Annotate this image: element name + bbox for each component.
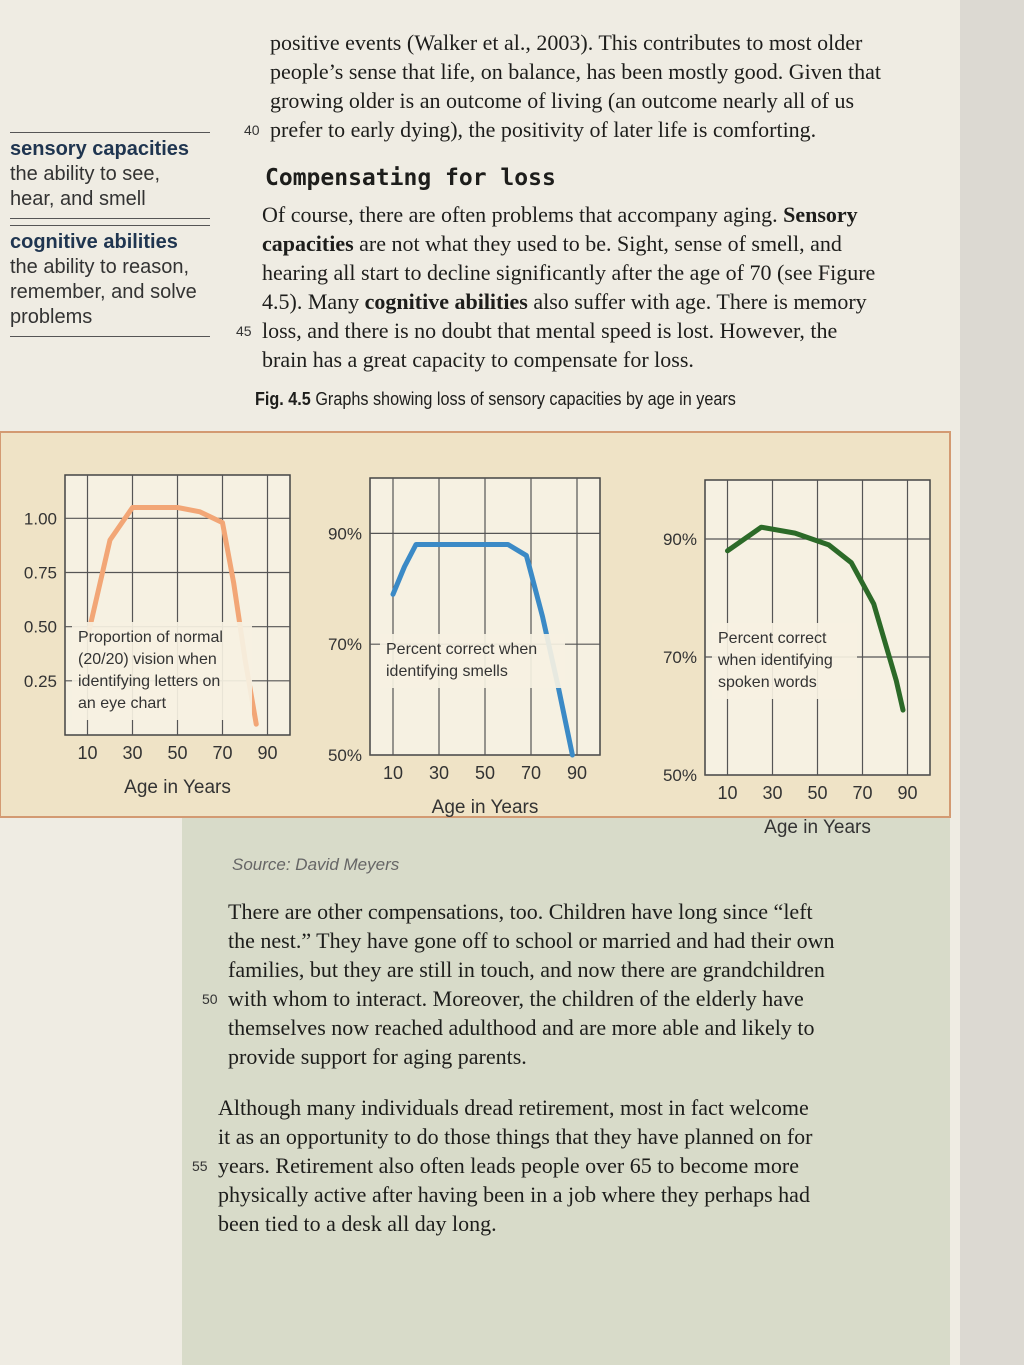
y-tick-label: 1.00 [24,509,57,528]
text-line: Although many individuals dread retireme… [218,1095,809,1120]
text-line: loss, and there is no doubt that mental … [262,318,838,343]
annotation: identifying smells [386,663,508,680]
text-segment: Of course, there are often problems that… [262,202,784,227]
annotation: identifying letters on [78,673,220,690]
text-line: prefer to early dying), the positivity o… [270,117,817,142]
figure-source: Source: David Meyers [232,855,400,874]
glossary-term: cognitive abilities [10,231,178,253]
x-tick-label: 10 [383,763,403,783]
text-line: positive events (Walker et al., 2003). T… [270,30,863,55]
glossary-definition: the ability to reason, remember, and sol… [10,256,197,328]
annotation: an eye chart [78,695,167,712]
text-line: Of course, there are often problems that… [262,200,875,229]
paragraph: Of course, there are often problems that… [262,200,875,374]
page-edge [960,0,1024,1365]
x-tick-label: 10 [77,743,97,763]
annotation-box [712,623,857,699]
annotation: Proportion of normal [78,629,223,646]
bold-term: Sensory [783,202,858,227]
section-heading: Compensating for loss [265,165,556,191]
x-axis-title: Age in Years [124,777,231,798]
text-line: capacities are not what they used to be.… [262,229,875,258]
x-tick-label: 70 [852,783,872,803]
caption-label: Fig. 4.5 [255,389,311,409]
x-tick-label: 30 [122,743,142,763]
glossary-definition: the ability to see, hear, and smell [10,163,161,210]
annotation: (20/20) vision when [78,651,217,668]
line-number: 50 [202,991,218,1007]
annotation-box [72,622,252,720]
x-tick-label: 50 [807,783,827,803]
figure-caption: Fig. 4.5 Graphs showing loss of sensory … [255,389,736,410]
y-tick-label: 50% [663,766,697,785]
text-line: growing older is an outcome of living (a… [270,88,855,113]
text-line: people’s sense that life, on balance, ha… [270,59,881,84]
text-line: physically active after having been in a… [218,1182,810,1207]
x-tick-label: 50 [167,743,187,763]
text-line: hearing all start to decline significant… [262,260,876,285]
paragraph: positive events (Walker et al., 2003). T… [270,28,881,144]
text-line: years. Retirement also often leads peopl… [218,1153,799,1178]
glossary-term: sensory capacities [10,138,189,160]
tinted-section [182,818,950,1365]
annotation-box [380,634,565,688]
x-tick-label: 70 [212,743,232,763]
text-segment: 4.5). Many [262,289,365,314]
text-line: There are other compensations, too. Chil… [228,899,813,924]
data-line [725,524,906,713]
bold-term: cognitive abilities [364,289,528,314]
x-axis-title: Age in Years [764,817,871,838]
x-axis-title: Age in Years [432,797,539,818]
line-number: 45 [236,323,252,339]
y-tick-label: 90% [663,530,697,549]
text-line: the nest.” They have gone off to school … [228,928,835,953]
x-tick-label: 50 [475,763,495,783]
x-tick-label: 30 [762,783,782,803]
y-tick-label: 0.25 [24,672,57,691]
glossary-entry: cognitive abilities the ability to reaso… [10,225,210,337]
y-tick-label: 0.50 [24,618,57,637]
y-tick-label: 70% [328,635,362,654]
paragraph: There are other compensations, too. Chil… [228,897,834,1071]
text-line: 4.5). Many cognitive abilities also suff… [262,287,875,316]
y-tick-label: 50% [328,746,362,765]
y-tick-label: 90% [328,524,362,543]
x-tick-label: 30 [429,763,449,783]
text-segment: are not what they used to be. Sight, sen… [353,231,842,256]
annotation: Percent correct [718,630,827,647]
text-line: families, but they are still in touch, a… [228,957,825,982]
annotation: Percent correct when [386,641,537,658]
glossary: sensory capacities the ability to see, h… [10,132,210,343]
annotation: spoken words [718,674,817,691]
text-line: provide support for aging parents. [228,1044,527,1069]
text-segment: also suffer with age. There is memory [527,289,867,314]
x-tick-label: 70 [521,763,541,783]
bold-term: capacities [262,231,354,256]
paragraph: Although many individuals dread retireme… [218,1093,813,1238]
caption-text: Graphs showing loss of sensory capacitie… [315,389,736,409]
text-line: brain has a great capacity to compensate… [262,347,694,372]
glossary-entry: sensory capacities the ability to see, h… [10,132,210,219]
x-tick-label: 10 [717,783,737,803]
x-tick-label: 90 [567,763,587,783]
line-number: 40 [244,122,260,138]
annotation: when identifying [717,652,833,669]
line-number: 55 [192,1158,208,1174]
text-line: themselves now reached adulthood and are… [228,1015,815,1040]
text-line: with whom to interact. Moreover, the chi… [228,986,804,1011]
x-tick-label: 90 [897,783,917,803]
x-tick-label: 90 [257,743,277,763]
y-tick-label: 0.75 [24,564,57,583]
text-line: been tied to a desk all day long. [218,1211,497,1236]
y-tick-label: 70% [663,648,697,667]
text-line: it as an opportunity to do those things … [218,1124,813,1149]
